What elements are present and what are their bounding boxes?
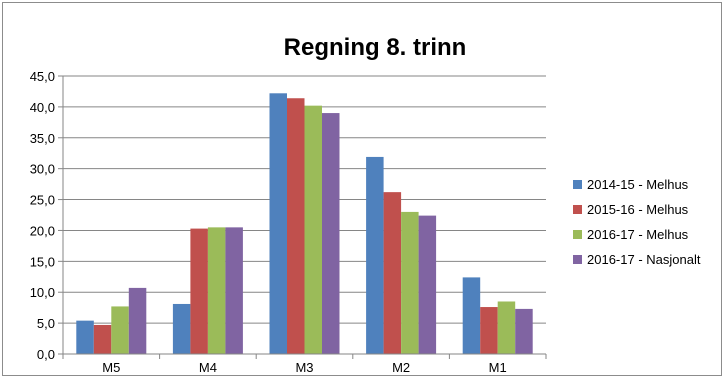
bar-m1-series-2 xyxy=(480,307,498,354)
y-tick-label: 0,0 xyxy=(37,347,55,362)
bar-m5-series-1 xyxy=(76,320,94,354)
bar-m4-series-2 xyxy=(190,228,208,354)
x-tick-label: M5 xyxy=(102,360,120,375)
x-tick-label: M4 xyxy=(199,360,217,375)
bar-m3-series-2 xyxy=(287,98,305,355)
legend-swatch xyxy=(573,205,582,214)
bar-m4-series-3 xyxy=(207,227,226,354)
x-tick-label: M3 xyxy=(295,360,313,375)
bar-m3-series-3 xyxy=(304,105,322,354)
bar-chart: Regning 8. trinn 0,0 5,0 10,0 15,0 20,0 25,0 3… xyxy=(30,34,701,375)
bar-m1-series-3 xyxy=(497,301,516,354)
chart-title: Regning 8. trinn xyxy=(284,34,467,61)
y-tick-label: 35,0 xyxy=(30,131,55,146)
chart-frame: Regning 8. trinn 0,0 5,0 10,0 15,0 20,0 25,0 3… xyxy=(2,2,722,376)
bar-m2-series-1 xyxy=(366,156,384,354)
bar-m3-series-4 xyxy=(322,113,340,354)
bar-m2-series-4 xyxy=(418,215,437,354)
legend-label: 2016-17 - Melhus xyxy=(587,227,689,242)
y-tick-label: 10,0 xyxy=(30,285,55,300)
bar-m5-series-2 xyxy=(93,324,112,354)
y-tick-label: 40,0 xyxy=(30,100,55,115)
bar-m2-series-2 xyxy=(383,192,402,354)
legend-label: 2014-15 - Melhus xyxy=(587,177,689,192)
bar-m4-series-4 xyxy=(225,227,243,354)
axes: 0,0 5,0 10,0 15,0 20,0 25,0 30,0 35,0 40,0 45,0 M5… xyxy=(30,69,547,375)
legend-label: 2016-17 - Nasjonalt xyxy=(587,252,701,267)
bars xyxy=(76,93,533,355)
y-tick-label: 45,0 xyxy=(30,69,55,84)
y-tick-label: 15,0 xyxy=(30,254,55,269)
bar-m5-series-4 xyxy=(128,287,147,354)
legend: 2014-15 - Melhus 2015-16 - Melhus 2016-17 … xyxy=(573,177,701,267)
bar-m4-series-1 xyxy=(172,303,191,354)
bar-m5-series-3 xyxy=(111,306,129,354)
legend-label: 2015-16 - Melhus xyxy=(587,202,689,217)
y-tick-label: 30,0 xyxy=(30,162,55,177)
y-tick-label: 20,0 xyxy=(30,223,55,238)
bar-m3-series-1 xyxy=(269,93,287,354)
bar-m1-series-1 xyxy=(462,277,481,354)
legend-swatch xyxy=(573,180,582,189)
y-tick-label: 5,0 xyxy=(37,316,55,331)
legend-swatch xyxy=(573,255,582,264)
x-tick-label: M1 xyxy=(489,360,507,375)
x-tick-label: M2 xyxy=(392,360,410,375)
y-tick-label: 25,0 xyxy=(30,193,55,208)
legend-swatch xyxy=(573,230,582,239)
bar-m2-series-3 xyxy=(401,211,419,354)
bar-m1-series-4 xyxy=(515,308,533,354)
